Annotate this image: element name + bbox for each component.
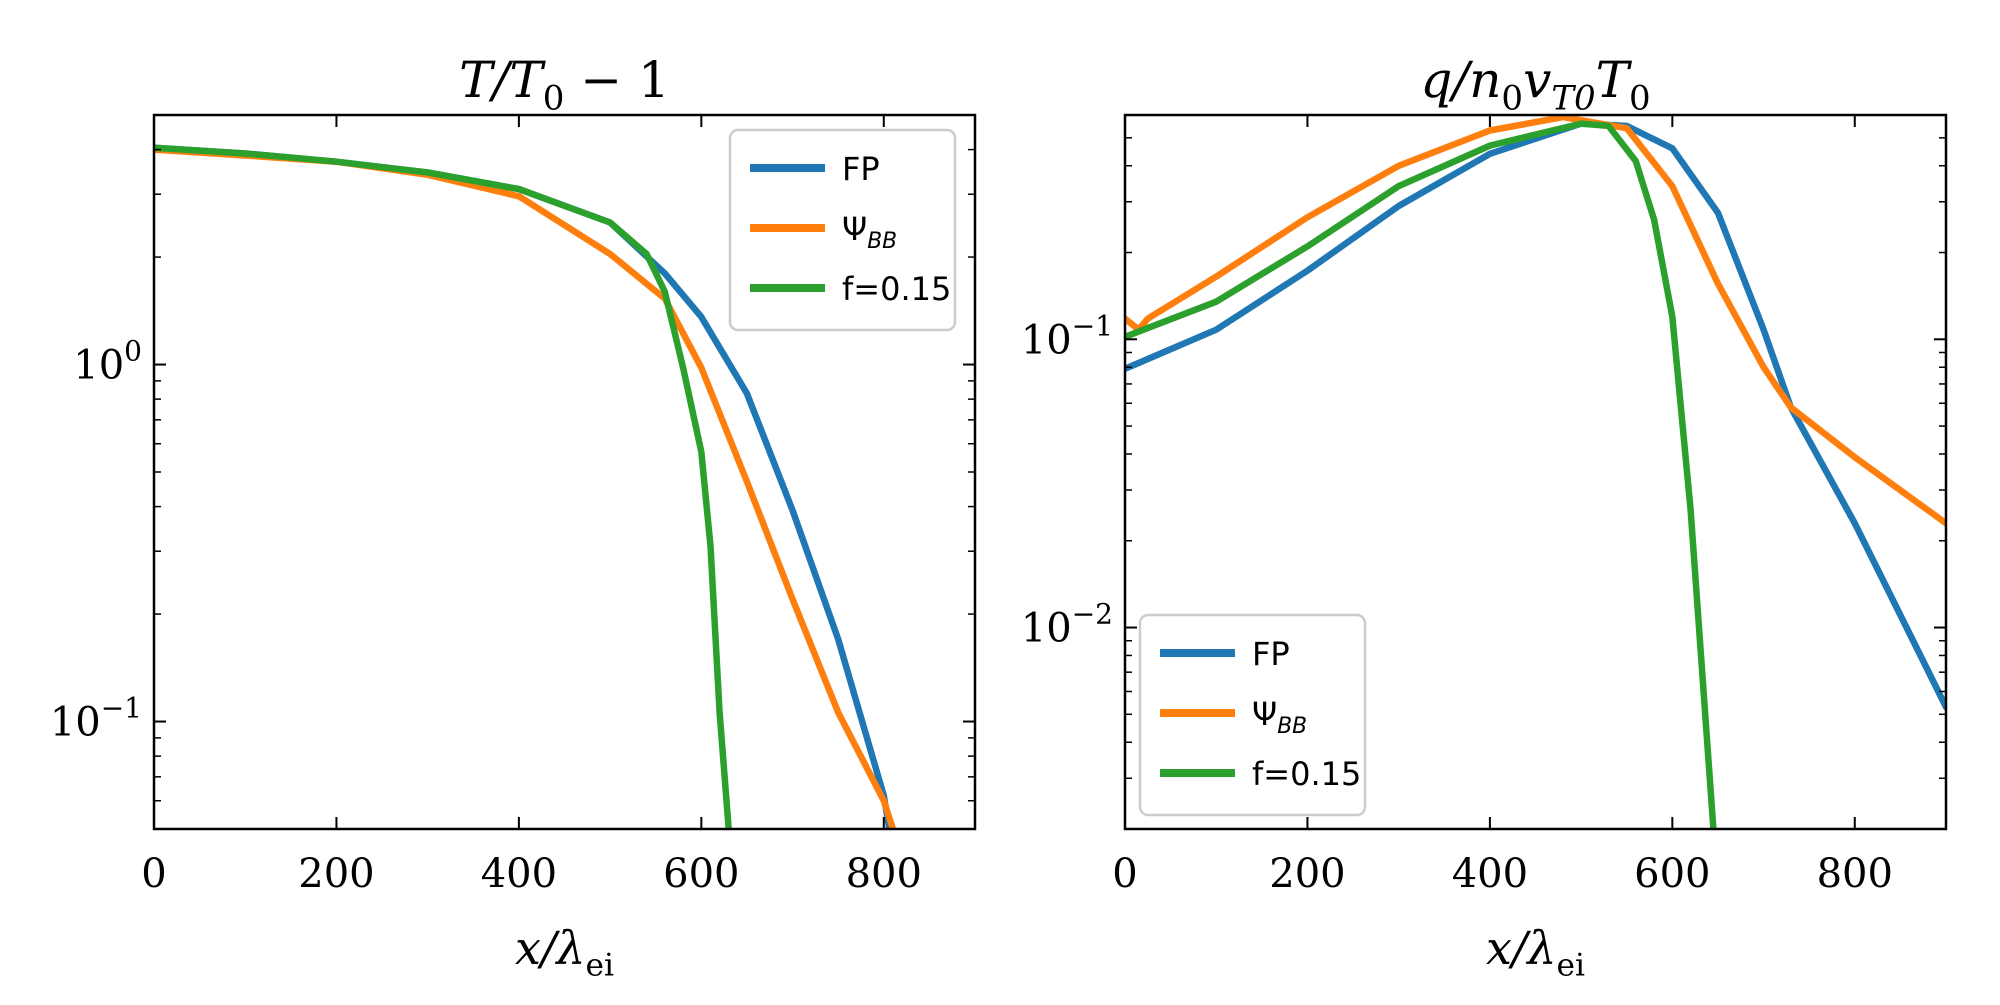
legend-label: ΨBB​: [842, 210, 897, 254]
legend-frame: [728, 128, 957, 332]
subscript: BB: [867, 229, 897, 254]
x-tick-label: 800: [1817, 851, 1893, 897]
legend-label: FP: [842, 150, 880, 188]
x-tick-label: 800: [846, 851, 922, 897]
x-tick-label: 200: [1269, 851, 1345, 897]
text-segment: f=0.15: [1252, 755, 1361, 793]
y-tick-exponent: −1: [101, 692, 142, 725]
x-axis-label: x/λei​: [515, 921, 614, 984]
legend-frame: [1138, 613, 1367, 817]
x-tick-label: 0: [141, 851, 166, 897]
text-segment: q/n: [1420, 51, 1501, 109]
y-tick-label: 10−1: [1021, 309, 1113, 363]
legend: FP ΨBB​ f=0.15: [728, 128, 957, 332]
text-segment: T: [1596, 51, 1633, 109]
subscript: 0: [1629, 79, 1651, 119]
x-axis-label: x/λei​: [1486, 921, 1585, 984]
y-tick-label: 10−1: [50, 692, 142, 746]
x-tick-label: 600: [1634, 851, 1710, 897]
series-line-f=0.15: [1125, 120, 1717, 829]
chart-title: T/T0​ − 1: [459, 51, 670, 119]
subscript: T0: [1551, 79, 1595, 119]
text-segment: − 1: [564, 51, 670, 109]
subscript: 0: [543, 79, 565, 119]
series-line-Ψ_BB: [1125, 115, 1946, 527]
subscript: ei: [586, 948, 615, 984]
y-tick-base: 10: [73, 343, 124, 389]
series-line-f=0.15: [154, 144, 732, 829]
axes-frame: [1123, 113, 1948, 831]
y-tick-base: 10: [1021, 317, 1072, 363]
series-group: [154, 144, 897, 829]
subscript: ei: [1557, 948, 1586, 984]
y-tick-base: 10: [1021, 606, 1072, 652]
subscript: 0: [1501, 79, 1523, 119]
x-tick-label: 0: [1112, 851, 1137, 897]
text-segment: v: [1523, 51, 1551, 109]
text-segment: FP: [842, 150, 880, 188]
legend-label: FP: [1252, 635, 1290, 673]
subscript: BB: [1277, 714, 1307, 739]
text-segment: Ψ: [1252, 695, 1277, 733]
legend-label: ΨBB​: [1252, 695, 1307, 739]
text-segment: x/λ: [1486, 921, 1557, 975]
text-segment: Ψ: [842, 210, 867, 248]
series-group: [1125, 115, 1946, 829]
legend-label: f=0.15: [842, 270, 951, 308]
text-segment: FP: [1252, 635, 1290, 673]
chart-panel-2: 020040060080010−110−2q/n0​vT0​T0​x/λei​F…: [1021, 51, 1948, 984]
text-segment: f=0.15: [842, 270, 951, 308]
y-tick-exponent: −2: [1072, 598, 1113, 631]
x-tick-label: 400: [481, 851, 557, 897]
text-segment: x/λ: [515, 921, 586, 975]
y-tick-label: 100: [73, 335, 142, 389]
chart-title: q/n0​vT0​T0​: [1420, 51, 1650, 119]
legend-label: f=0.15: [1252, 755, 1361, 793]
y-tick-exponent: −1: [1072, 309, 1113, 342]
legend: FP ΨBB​ f=0.15: [1138, 613, 1367, 817]
x-tick-label: 400: [1452, 851, 1528, 897]
y-tick-label: 10−2: [1021, 598, 1113, 652]
x-tick-label: 200: [298, 851, 374, 897]
y-tick-exponent: 0: [124, 335, 142, 368]
y-tick-base: 10: [50, 700, 101, 746]
text-segment: T/T: [459, 51, 546, 109]
x-tick-label: 600: [663, 851, 739, 897]
